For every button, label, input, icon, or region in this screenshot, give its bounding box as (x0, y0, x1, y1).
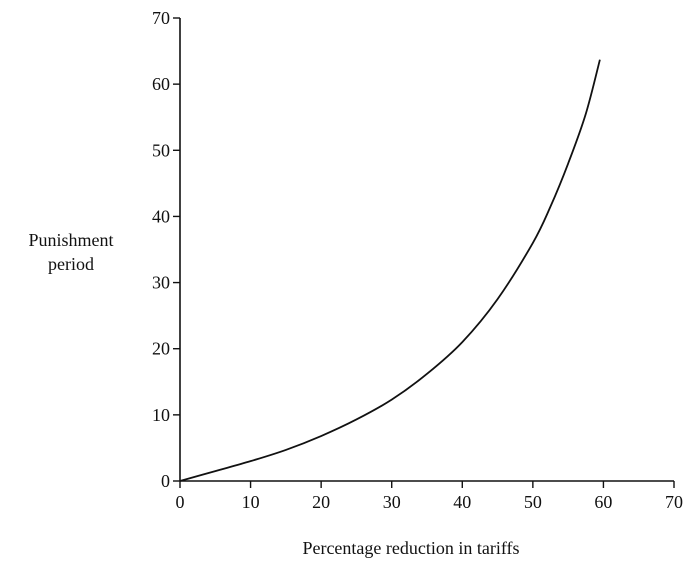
x-tick-label-10: 10 (242, 492, 260, 512)
x-axis-ticks: 0 10 20 30 40 50 60 70 (176, 481, 683, 512)
y-tick-label-10: 10 (152, 405, 170, 425)
y-tick-label-50: 50 (152, 140, 170, 160)
x-tick-label-60: 60 (594, 492, 612, 512)
y-tick-label-20: 20 (152, 339, 170, 359)
y-tick-label-0: 0 (161, 471, 170, 491)
y-axis-title-line-2: period (48, 254, 94, 274)
x-tick-label-20: 20 (312, 492, 330, 512)
y-tick-label-30: 30 (152, 273, 170, 293)
x-tick-label-40: 40 (453, 492, 471, 512)
x-tick-label-0: 0 (176, 492, 185, 512)
x-tick-label-30: 30 (383, 492, 401, 512)
y-tick-label-60: 60 (152, 74, 170, 94)
x-tick-label-70: 70 (665, 492, 683, 512)
series-line (179, 59, 601, 482)
y-axis-ticks: 0 10 20 30 40 50 60 70 (152, 8, 180, 491)
y-axis-title-line-1: Punishment (28, 230, 113, 250)
y-tick-label-40: 40 (152, 206, 170, 226)
x-tick-label-50: 50 (524, 492, 542, 512)
y-tick-label-70: 70 (152, 8, 170, 28)
x-axis-title: Percentage reduction in tariffs (302, 538, 519, 558)
